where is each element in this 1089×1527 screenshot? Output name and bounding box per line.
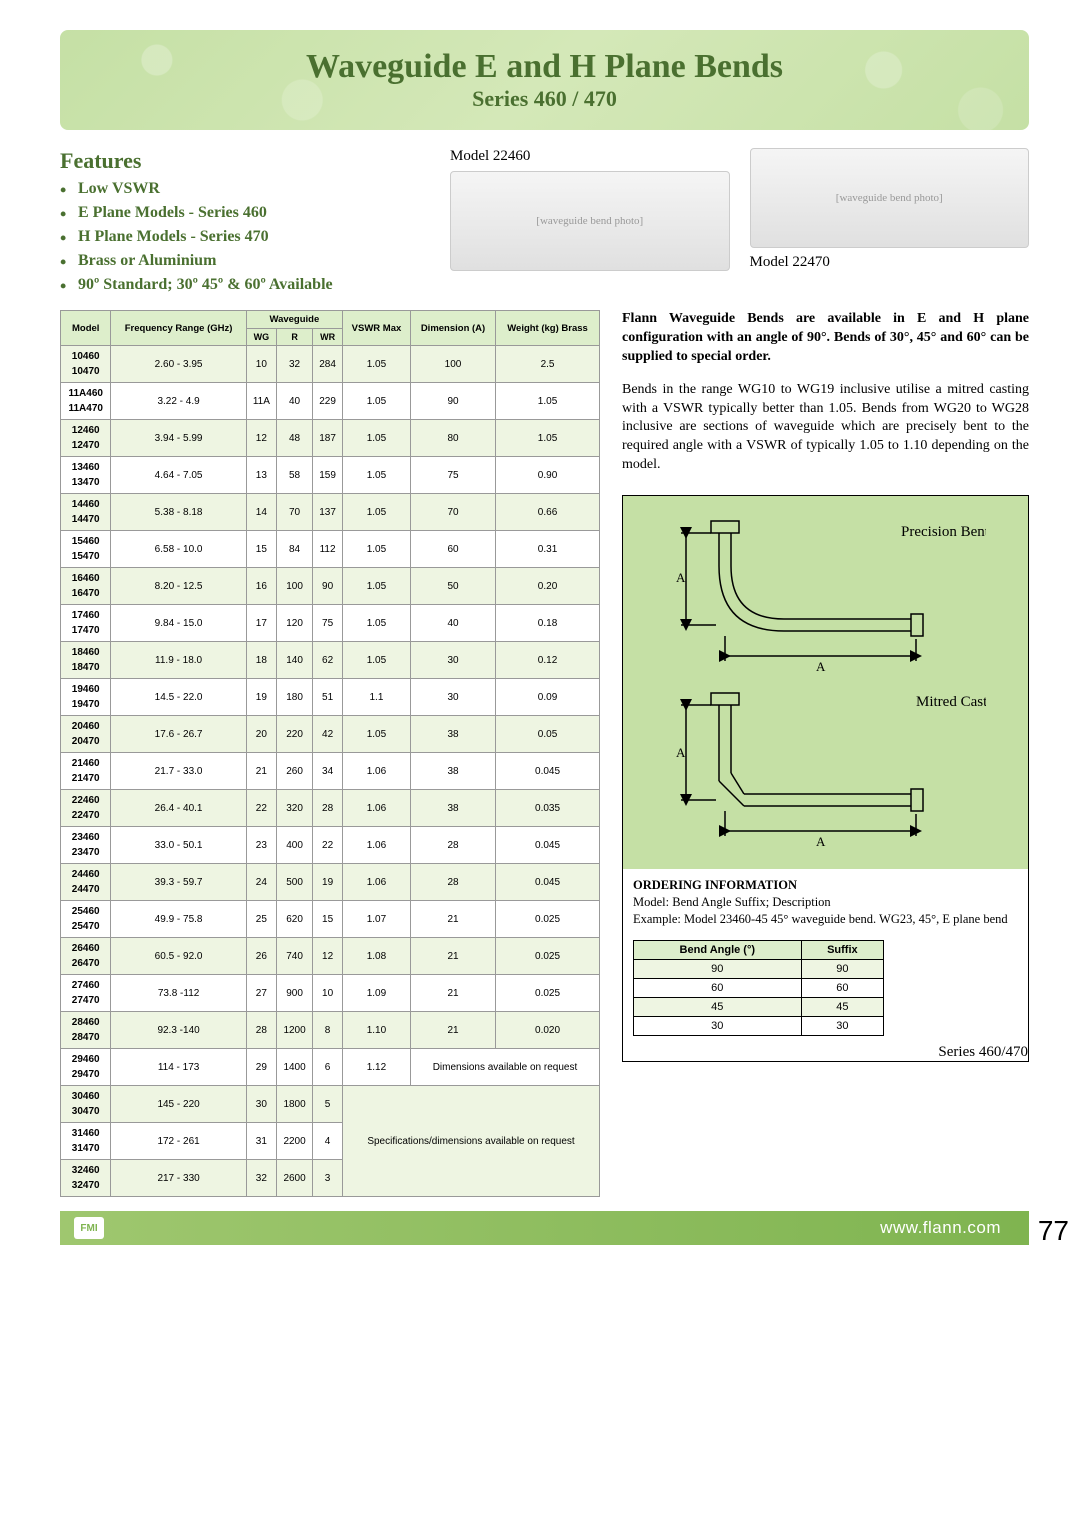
table-row: 10460104702.60 - 3.9510322841.051002.5 bbox=[61, 346, 600, 383]
th-dim: Dimension (A) bbox=[410, 311, 495, 346]
ordering-heading: ORDERING INFORMATION bbox=[633, 878, 797, 892]
footer-bar: FMI www.flann.com bbox=[60, 1211, 1029, 1245]
header-banner: Waveguide E and H Plane Bends Series 460… bbox=[60, 30, 1029, 130]
th-freq: Frequency Range (GHz) bbox=[111, 311, 246, 346]
ordering-line-1: Model: Bend Angle Suffix; Description bbox=[633, 895, 831, 909]
table-row: 11A46011A4703.22 - 4.911A402291.05901.05 bbox=[61, 383, 600, 420]
suffix-cell: 60 bbox=[801, 978, 884, 997]
suffix-cell: 30 bbox=[634, 1016, 802, 1035]
suffix-cell: 90 bbox=[801, 959, 884, 978]
svg-text:A: A bbox=[816, 659, 826, 674]
page-number: 77 bbox=[1038, 1215, 1069, 1247]
th-wg-group: Waveguide bbox=[246, 311, 342, 329]
th-r: R bbox=[276, 329, 312, 346]
feature-item: Low VSWR bbox=[78, 180, 430, 198]
suffix-cell: 60 bbox=[634, 978, 802, 997]
feature-item: 90º Standard; 30º 45º & 60º Available bbox=[78, 276, 430, 294]
th-wg: WG bbox=[246, 329, 276, 346]
precision-bent-diagram-icon: A A Precision Bent bbox=[666, 506, 986, 681]
footer-url: www.flann.com bbox=[880, 1218, 1001, 1238]
page-title: Waveguide E and H Plane Bends bbox=[100, 48, 989, 86]
table-row: 3046030470145 - 2203018005Specifications… bbox=[61, 1086, 600, 1123]
table-row: 12460124703.94 - 5.9912481871.05801.05 bbox=[61, 420, 600, 457]
table-row: 15460154706.58 - 10.015841121.05600.31 bbox=[61, 531, 600, 568]
feature-item: E Plane Models - Series 460 bbox=[78, 204, 430, 222]
table-row: 194601947014.5 - 22.019180511.1300.09 bbox=[61, 679, 600, 716]
ordering-line-2: Example: Model 23460-45 45° waveguide be… bbox=[633, 912, 1008, 926]
page-subtitle: Series 460 / 470 bbox=[100, 86, 989, 112]
table-row: 204602047017.6 - 26.720220421.05380.05 bbox=[61, 716, 600, 753]
table-row: 13460134704.64 - 7.0513581591.05750.90 bbox=[61, 457, 600, 494]
suffix-cell: 45 bbox=[634, 997, 802, 1016]
features-list: Low VSWR E Plane Models - Series 460 H P… bbox=[60, 180, 430, 294]
table-row: 14460144705.38 - 8.1814701371.05700.66 bbox=[61, 494, 600, 531]
table-row: 16460164708.20 - 12.516100901.05500.20 bbox=[61, 568, 600, 605]
table-row: 234602347033.0 - 50.123400221.06280.045 bbox=[61, 827, 600, 864]
svg-text:Mitred Casting: Mitred Casting bbox=[916, 694, 986, 710]
th-wr: WR bbox=[313, 329, 343, 346]
table-row: 254602547049.9 - 75.825620151.07210.025 bbox=[61, 901, 600, 938]
suffix-cell: 45 bbox=[801, 997, 884, 1016]
footer-logo-icon: FMI bbox=[74, 1217, 104, 1239]
suffix-table: Bend Angle (°)Suffix 9090 6060 4545 3030 bbox=[633, 940, 884, 1036]
series-label: Series 460/470 bbox=[623, 1040, 1028, 1061]
table-row: 17460174709.84 - 15.017120751.05400.18 bbox=[61, 605, 600, 642]
feature-item: H Plane Models - Series 470 bbox=[78, 228, 430, 246]
th-vswr: VSWR Max bbox=[342, 311, 410, 346]
ordering-block: ORDERING INFORMATION Model: Bend Angle S… bbox=[623, 869, 1028, 1061]
table-row: 184601847011.9 - 18.018140621.05300.12 bbox=[61, 642, 600, 679]
table-row: 2946029470114 - 17329140061.12Dimensions… bbox=[61, 1049, 600, 1086]
table-row: 274602747073.8 -11227900101.09210.025 bbox=[61, 975, 600, 1012]
description-block: Flann Waveguide Bends are available in E… bbox=[622, 310, 1029, 475]
photo-left-label: Model 22460 bbox=[450, 148, 730, 165]
diagram-box: A A Precision Bent bbox=[622, 495, 1029, 1062]
photo-right: [waveguide bend photo] Model 22470 bbox=[750, 148, 1030, 300]
svg-text:A: A bbox=[676, 570, 686, 585]
photo-right-label: Model 22470 bbox=[750, 254, 1030, 271]
table-row: 224602247026.4 - 40.122320281.06380.035 bbox=[61, 790, 600, 827]
table-row: 284602847092.3 -14028120081.10210.020 bbox=[61, 1012, 600, 1049]
feature-item: Brass or Aluminium bbox=[78, 252, 430, 270]
suffix-cell: 90 bbox=[634, 959, 802, 978]
table-row: 264602647060.5 - 92.026740121.08210.025 bbox=[61, 938, 600, 975]
photo-placeholder-icon: [waveguide bend photo] bbox=[450, 171, 730, 271]
table-row: 244602447039.3 - 59.724500191.06280.045 bbox=[61, 864, 600, 901]
suffix-th-suffix: Suffix bbox=[801, 940, 884, 959]
photo-left: Model 22460 [waveguide bend photo] bbox=[450, 148, 730, 300]
svg-text:A: A bbox=[676, 745, 686, 760]
suffix-cell: 30 bbox=[801, 1016, 884, 1035]
desc-para-1: Flann Waveguide Bends are available in E… bbox=[622, 310, 1029, 367]
th-weight: Weight (kg) Brass bbox=[496, 311, 600, 346]
th-model: Model bbox=[61, 311, 111, 346]
features-block: Features Low VSWR E Plane Models - Serie… bbox=[60, 148, 430, 300]
svg-text:Precision Bent: Precision Bent bbox=[901, 524, 986, 540]
features-heading: Features bbox=[60, 148, 430, 174]
spec-table: Model Frequency Range (GHz) Waveguide VS… bbox=[60, 310, 600, 1197]
desc-para-2: Bends in the range WG10 to WG19 inclusiv… bbox=[622, 381, 1029, 475]
table-row: 214602147021.7 - 33.021260341.06380.045 bbox=[61, 753, 600, 790]
mitred-casting-diagram-icon: A A Mitred Casting bbox=[666, 681, 986, 861]
suffix-th-angle: Bend Angle (°) bbox=[634, 940, 802, 959]
svg-text:A: A bbox=[816, 834, 826, 849]
photo-placeholder-icon: [waveguide bend photo] bbox=[750, 148, 1030, 248]
